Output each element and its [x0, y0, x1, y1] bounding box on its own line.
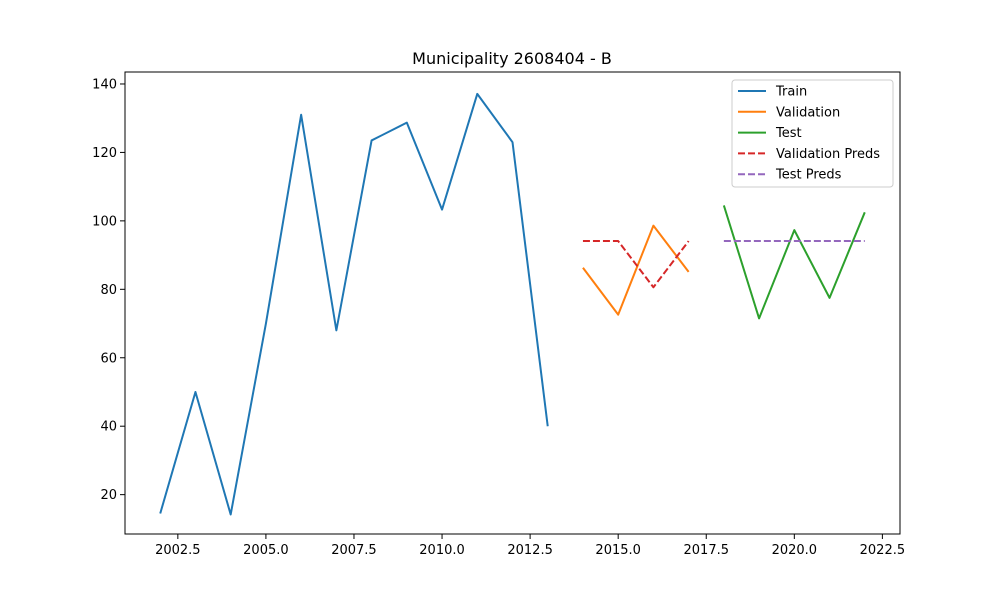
y-tick-label: 80 — [100, 283, 117, 298]
legend-label: Validation Preds — [776, 147, 880, 162]
legend-label: Train — [775, 85, 807, 100]
plot-frame — [124, 71, 901, 535]
x-tick-label: 2022.5 — [860, 543, 906, 558]
x-tick-label: 2007.5 — [331, 543, 377, 558]
y-tick-label: 20 — [100, 488, 117, 503]
y-tick-label: 100 — [92, 214, 117, 229]
legend: Train Validation Test Validation Preds Test … — [731, 79, 894, 188]
x-tick-label: 2010.0 — [419, 543, 465, 558]
y-tick-label: 40 — [100, 420, 117, 435]
legend-label: Test Preds — [775, 168, 842, 183]
series-line-validation — [582, 224, 690, 316]
axes-layer: 2002.5 2005.0 2007.5 2010.0 2012.5 2015.0 2017… — [92, 71, 906, 558]
series-line-validation-preds — [582, 240, 690, 289]
x-tick-label: 2005.0 — [243, 543, 289, 558]
legend-label: Test — [775, 126, 802, 141]
x-tick-label: 2015.0 — [595, 543, 641, 558]
series-layer — [159, 92, 866, 516]
legend-box — [731, 79, 894, 188]
series-line-train — [159, 92, 549, 516]
x-tick-label: 2020.0 — [772, 543, 818, 558]
chart-title: Municipality 2608404 - B — [412, 49, 612, 68]
y-tick-label: 120 — [92, 146, 117, 161]
y-tick-label: 60 — [100, 351, 117, 366]
x-tick-label: 2012.5 — [507, 543, 553, 558]
x-tick-label: 2017.5 — [684, 543, 730, 558]
y-tick-label: 140 — [92, 77, 117, 92]
legend-label: Validation — [776, 105, 840, 120]
x-tick-label: 2002.5 — [155, 543, 201, 558]
series-line-test — [722, 205, 866, 320]
